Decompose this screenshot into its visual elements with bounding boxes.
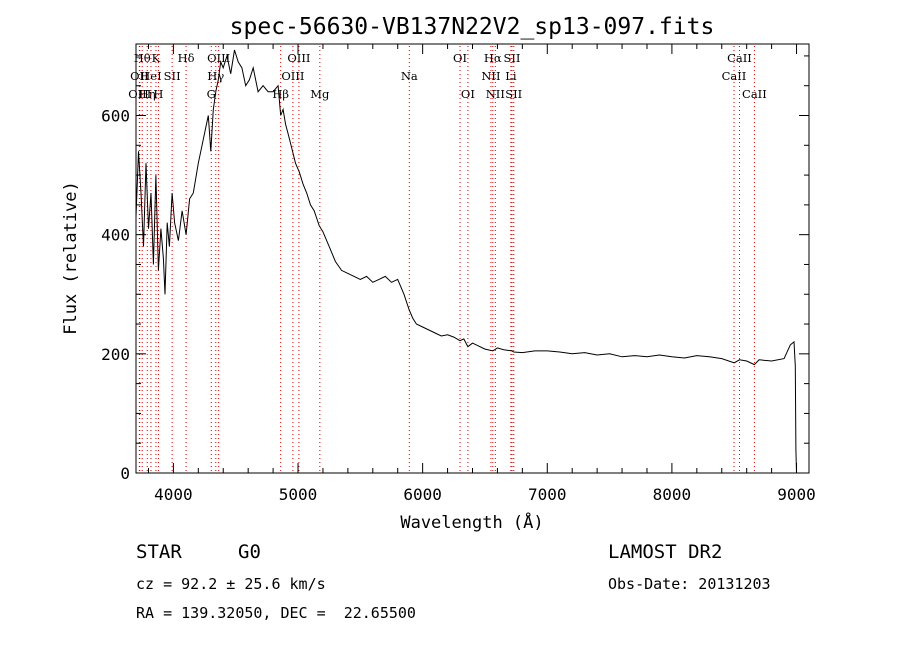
y-tick-label: 600 — [101, 107, 130, 126]
line-marker-label: OI — [453, 51, 467, 65]
line-marker-label: G — [207, 87, 216, 101]
line-marker-label: OII — [130, 69, 149, 83]
line-marker-label: NII — [486, 87, 505, 101]
y-tick-label: 400 — [101, 226, 130, 245]
line-marker-label: NII — [481, 69, 500, 83]
chart-title: spec-56630-VB137N22V2_sp13-097.fits — [230, 14, 715, 40]
line-marker-label: CaII — [742, 87, 767, 101]
y-axis-label: Flux (relative) — [61, 181, 81, 335]
line-marker-label: Li — [505, 69, 517, 83]
x-tick-label: 4000 — [154, 485, 193, 504]
line-marker-label: Na — [401, 69, 418, 83]
line-marker-label: Hδ — [178, 51, 195, 65]
line-marker-label: OIII — [281, 69, 304, 83]
x-tick-label: 9000 — [777, 485, 816, 504]
line-marker-label: Hγ — [207, 69, 224, 83]
line-marker-label: SII — [505, 87, 522, 101]
x-tick-label: 5000 — [279, 485, 318, 504]
axis-ticks: 4000 5000 6000 7000 8000 9000 0 200 400 600 — [101, 44, 816, 504]
survey-name: LAMOST DR2 — [608, 541, 723, 563]
object-subclass: G0 — [238, 541, 261, 563]
line-marker-label: K — [152, 51, 161, 65]
x-tick-label: 6000 — [403, 485, 442, 504]
line-marker-label: OI — [461, 87, 475, 101]
spectrum-line — [135, 49, 797, 474]
object-class: STAR — [136, 541, 182, 563]
redshift-cz: cz = 92.2 ± 25.6 km/s — [136, 575, 326, 593]
x-axis-label: Wavelength (Å) — [400, 511, 543, 533]
y-tick-label: 200 — [101, 345, 130, 364]
line-marker-label: CaII — [727, 51, 752, 65]
line-marker-label: SII — [164, 69, 181, 83]
coordinates: RA = 139.32050, DEC = 22.65500 — [136, 604, 416, 622]
line-marker-label: H — [153, 87, 163, 101]
line-marker-label: Hη — [139, 87, 156, 101]
observation-date: Obs-Date: 20131203 — [608, 575, 771, 593]
line-marker-label: OIII — [128, 87, 151, 101]
plot-frame — [135, 43, 810, 474]
line-marker-label: Hβ — [272, 87, 289, 101]
line-marker-label: Hθ — [134, 51, 151, 65]
x-tick-label: 8000 — [653, 485, 692, 504]
line-marker-label: OIII — [287, 51, 310, 65]
line-marker-label: Mg — [310, 87, 330, 101]
line-marker-label: CaII — [722, 69, 747, 83]
line-marker-label: Hα — [484, 51, 502, 65]
y-tick-label: 0 — [120, 464, 130, 483]
line-marker-label: HeI — [140, 69, 161, 83]
x-tick-label: 7000 — [528, 485, 567, 504]
line-marker-label: SII — [504, 51, 521, 65]
line-marker-label: OIII — [207, 51, 230, 65]
